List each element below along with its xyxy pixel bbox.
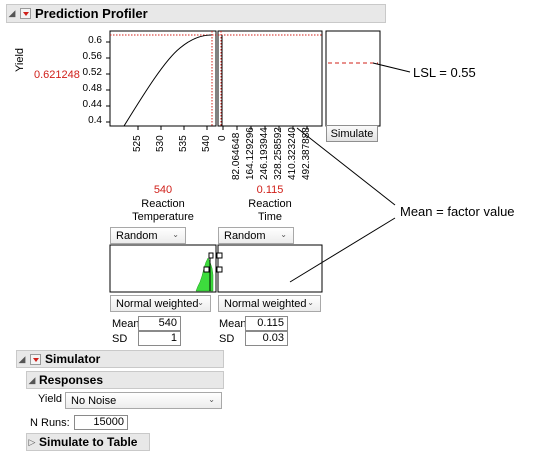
mean-callout-line-2	[289, 217, 396, 283]
disclosure-open-icon[interactable]: ◢	[18, 353, 26, 364]
temperature-mode-value: Random	[116, 229, 158, 242]
temperature-tick-label: 525	[132, 135, 143, 152]
yield-noise-value: No Noise	[71, 394, 117, 407]
time-tick-label: 0	[217, 135, 228, 141]
temperature-tick-label: 535	[178, 135, 189, 152]
simulate-to-table-title: Simulate to Table	[39, 435, 138, 449]
mean-callout: Mean = factor value	[400, 204, 515, 219]
temperature-factor-label-2: Temperature	[132, 211, 194, 223]
time-mean-input[interactable]: 0.115	[245, 316, 288, 331]
profiler-header[interactable]: ◢ Prediction Profiler	[6, 4, 386, 23]
disclosure-closed-icon[interactable]: ▷	[28, 436, 36, 447]
time-distribution-panel[interactable]	[217, 244, 323, 293]
time-distribution-value: Normal weighted	[224, 297, 307, 310]
time-factor-label-1: Reaction	[248, 198, 292, 210]
time-mean-label: Mean	[219, 318, 247, 330]
red-triangle-menu-icon[interactable]	[20, 8, 31, 19]
simulator-title: Simulator	[45, 352, 101, 366]
y-tick: 0.44	[82, 99, 102, 110]
temperature-mean-input[interactable]: 540	[138, 316, 181, 331]
lsl-callout: LSL = 0.55	[413, 65, 476, 80]
time-handle[interactable]	[216, 252, 223, 259]
y-tick: 0.6	[88, 35, 102, 46]
time-profile-panel[interactable]	[217, 30, 323, 127]
time-tick-label: 246.193944	[259, 127, 270, 180]
profiler-title: Prediction Profiler	[35, 6, 148, 21]
disclosure-open-icon[interactable]: ◢	[28, 374, 36, 385]
time-mode-value: Random	[224, 229, 266, 242]
nruns-label: N Runs:	[30, 417, 70, 429]
temperature-mode-select[interactable]: Random ⌄	[110, 227, 186, 244]
simulate-to-table-header[interactable]: ▷ Simulate to Table	[26, 433, 150, 451]
responses-header[interactable]: ◢ Responses	[26, 371, 224, 389]
simulator-preview-panel	[325, 30, 381, 127]
nruns-input[interactable]: 15000	[74, 415, 128, 430]
responses-title: Responses	[39, 373, 104, 387]
time-tick-label: 328.258592	[273, 127, 284, 180]
simulate-button[interactable]: Simulate	[326, 125, 378, 142]
time-tick-label: 82.064648	[231, 132, 242, 180]
temperature-factor-label-1: Reaction	[141, 198, 185, 210]
temperature-handle-2[interactable]	[203, 266, 210, 273]
time-sd-input[interactable]: 0.03	[245, 331, 288, 346]
chevron-down-icon: ⌄	[172, 230, 179, 239]
red-triangle-menu-icon[interactable]	[30, 353, 41, 365]
mean-callout-line-1	[296, 127, 396, 206]
chevron-down-icon: ⌄	[307, 298, 314, 307]
time-tick-label: 410.323240	[287, 127, 298, 180]
yield-label: Yield	[38, 393, 63, 405]
temperature-tick-label: 530	[155, 135, 166, 152]
y-ticks: 0.6 0.56 0.52 0.48 0.44 0.4	[72, 30, 110, 130]
chevron-down-icon: ⌄	[208, 395, 215, 404]
y-tick: 0.56	[82, 51, 102, 62]
time-factor-value[interactable]: 0.115	[256, 184, 284, 196]
temperature-x-tick-marks	[137, 126, 208, 130]
y-current-value: 0.621248	[34, 69, 80, 81]
y-tick: 0.52	[82, 67, 102, 78]
temperature-profile-curve	[123, 34, 213, 127]
time-distribution-select[interactable]: Normal weighted ⌄	[218, 295, 321, 312]
temperature-tick-label: 540	[201, 135, 212, 152]
chevron-down-icon: ⌄	[197, 298, 204, 307]
y-tick-marks	[106, 41, 110, 123]
chevron-down-icon: ⌄	[280, 230, 287, 239]
y-tick: 0.4	[88, 115, 102, 126]
time-factor-label-2: Time	[257, 211, 283, 223]
temperature-profile-panel[interactable]	[109, 30, 217, 127]
time-x-tick-marks	[222, 126, 308, 130]
temperature-distribution-value: Normal weighted	[116, 297, 199, 310]
time-tick-label: 164.129296	[245, 127, 256, 180]
temperature-mean-label: Mean	[112, 318, 140, 330]
time-sd-label: SD	[219, 333, 235, 345]
temperature-sd-label: SD	[112, 333, 128, 345]
temperature-distribution-panel[interactable]	[109, 244, 217, 293]
temperature-factor-value[interactable]: 540	[153, 184, 173, 196]
temperature-distribution-select[interactable]: Normal weighted ⌄	[110, 295, 211, 312]
time-mode-select[interactable]: Random ⌄	[218, 227, 294, 244]
temperature-sd-input[interactable]: 1	[138, 331, 181, 346]
lsl-callout-line	[372, 62, 411, 73]
time-handle-2[interactable]	[216, 266, 223, 273]
disclosure-open-icon[interactable]: ◢	[8, 8, 16, 18]
simulator-header[interactable]: ◢ Simulator	[16, 350, 224, 368]
yield-noise-select[interactable]: No Noise ⌄	[65, 392, 222, 409]
temperature-histogram	[195, 257, 214, 292]
y-tick: 0.48	[82, 83, 102, 94]
time-tick-label: 492.387888	[301, 127, 312, 180]
temperature-handle[interactable]	[208, 252, 214, 259]
